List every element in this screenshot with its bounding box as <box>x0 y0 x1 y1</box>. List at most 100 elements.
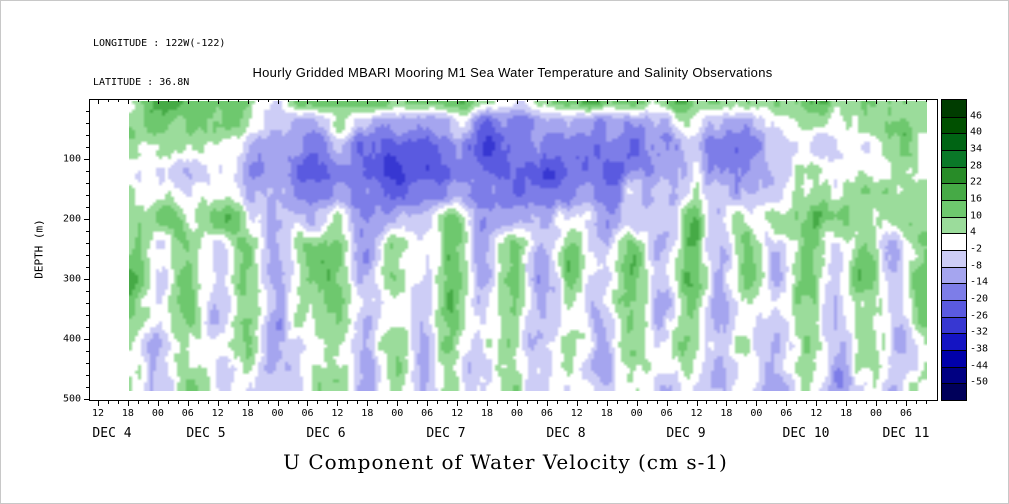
x-minor-tick <box>536 401 538 404</box>
x-tick-mark <box>98 401 99 406</box>
x-minor-tick <box>467 401 469 404</box>
x-tick-mark <box>666 401 668 406</box>
colorbar-label: 4 <box>970 226 977 238</box>
x-minor-tick <box>137 401 139 404</box>
x-date-label: DEC 4 <box>92 426 132 441</box>
x-minor-tick <box>766 401 768 404</box>
x-minor-tick <box>626 401 628 404</box>
plot-title: Hourly Gridded MBARI Mooring M1 Sea Wate… <box>252 65 773 80</box>
colorbar-label: -14 <box>970 276 989 288</box>
x-tick-label: 12 <box>570 408 583 419</box>
x-date-label: DEC 6 <box>306 426 346 441</box>
plot-frame <box>89 99 938 401</box>
x-tick-mark <box>816 401 818 406</box>
x-tick-label: 18 <box>840 408 853 419</box>
x-tick-label: 06 <box>181 408 194 419</box>
x-minor-tick <box>616 401 618 404</box>
x-minor-tick <box>506 401 508 404</box>
x-minor-tick <box>437 401 439 404</box>
y-tick-label: 200 <box>62 213 81 225</box>
colorbar-cell <box>942 383 966 400</box>
y-tick-label: 400 <box>62 333 81 345</box>
x-minor-tick <box>407 401 409 404</box>
x-minor-tick <box>656 401 658 404</box>
x-tick-mark <box>696 401 698 406</box>
x-minor-tick <box>117 401 119 404</box>
x-tick-label: 00 <box>870 408 883 419</box>
x-minor-tick <box>796 401 798 404</box>
colorbar-label: -32 <box>970 326 989 338</box>
colorbar-label: 34 <box>970 143 983 155</box>
x-tick-mark <box>726 401 728 406</box>
x-minor-tick <box>806 401 808 404</box>
x-tick-mark <box>457 401 459 406</box>
x-tick-mark <box>397 401 399 406</box>
x-minor-tick <box>317 401 319 404</box>
x-minor-tick <box>377 401 379 404</box>
x-minor-tick <box>207 401 209 404</box>
y-tick-label: 500 <box>62 393 81 405</box>
x-minor-tick <box>676 401 678 404</box>
x-tick-label: 00 <box>510 408 523 419</box>
x-tick-label: 00 <box>271 408 284 419</box>
x-tick-mark <box>367 401 369 406</box>
y-tick-label: 300 <box>62 273 81 285</box>
x-minor-tick <box>526 401 528 404</box>
x-tick-label: 06 <box>780 408 793 419</box>
colorbar-label: -26 <box>970 310 989 322</box>
x-tick-mark <box>187 401 189 406</box>
x-tick-mark <box>277 401 279 406</box>
colorbar-cell <box>942 316 966 334</box>
x-tick-label: 12 <box>91 408 105 419</box>
colorbar-cell <box>942 216 966 234</box>
y-tick-label: 100 <box>62 153 81 165</box>
x-tick-mark <box>337 401 339 406</box>
x-minor-tick <box>347 401 349 404</box>
latitude-label: LATITUDE : 36.8N <box>93 77 190 88</box>
x-minor-tick <box>915 401 917 404</box>
x-tick-label: 06 <box>540 408 553 419</box>
x-tick-label: 18 <box>481 408 494 419</box>
x-tick-label: 12 <box>331 408 344 419</box>
x-minor-tick <box>267 401 269 404</box>
colorbar-label: -50 <box>970 376 989 388</box>
x-minor-tick <box>716 401 718 404</box>
x-tick-mark <box>876 401 878 406</box>
colorbar-label: 10 <box>970 210 983 222</box>
x-minor-tick <box>327 401 329 404</box>
x-tick-label: 12 <box>690 408 703 419</box>
x-tick-mark <box>546 401 548 406</box>
y-axis-title: DEPTH (m) <box>32 219 46 279</box>
x-tick-mark <box>786 401 788 406</box>
x-minor-tick <box>197 401 199 404</box>
longitude-label: LONGITUDE : 122W(-122) <box>93 38 226 49</box>
x-tick-label: 00 <box>151 408 164 419</box>
x-tick-mark <box>636 401 638 406</box>
heatmap-image <box>129 101 927 391</box>
x-tick-mark <box>487 401 489 406</box>
colorbar-label: 22 <box>970 176 983 188</box>
x-minor-tick <box>387 401 389 404</box>
colorbar-label: -44 <box>970 360 989 372</box>
x-tick-mark <box>606 401 608 406</box>
colorbar <box>941 99 967 401</box>
x-minor-tick <box>586 401 588 404</box>
x-tick-label: 12 <box>451 408 464 419</box>
x-minor-tick <box>287 401 289 404</box>
x-minor-tick <box>686 401 688 404</box>
colorbar-cell <box>942 333 966 350</box>
colorbar-cell <box>942 183 966 200</box>
colorbar-cell <box>942 366 966 384</box>
x-minor-tick <box>477 401 479 404</box>
colorbar-label: 28 <box>970 160 983 172</box>
x-tick-mark <box>576 401 578 406</box>
x-tick-label: 06 <box>301 408 314 419</box>
x-tick-mark <box>906 401 907 406</box>
colorbar-label: 16 <box>970 193 983 205</box>
x-minor-tick <box>866 401 868 404</box>
colorbar-cell <box>942 150 966 167</box>
x-tick-mark <box>756 401 758 406</box>
x-date-label: DEC 11 <box>882 426 930 441</box>
x-minor-tick <box>417 401 419 404</box>
x-minor-tick <box>856 401 858 404</box>
